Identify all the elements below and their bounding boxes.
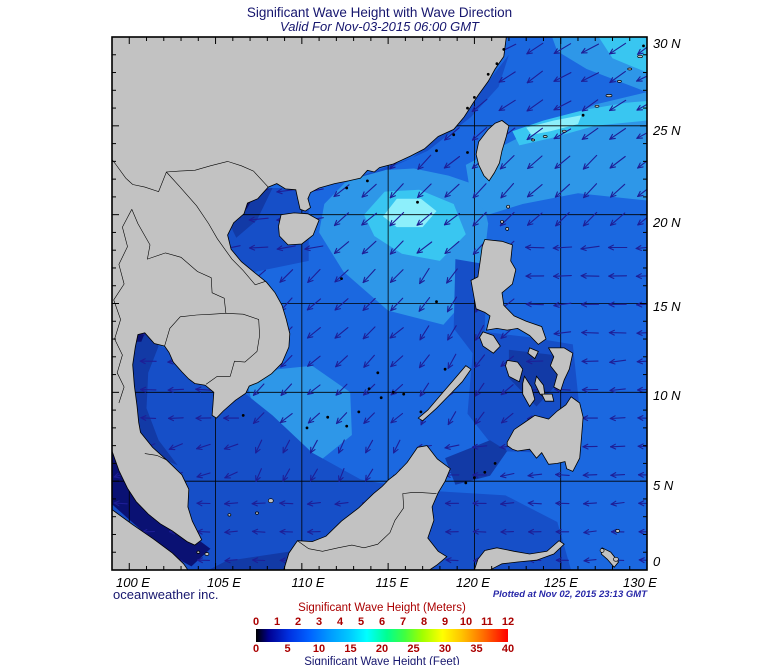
legend-tick: 40 <box>501 643 515 655</box>
plotted-timestamp: Plotted at Nov 02, 2015 23:13 GMT <box>492 589 647 600</box>
lat-label: 25 N <box>652 123 681 138</box>
legend-title-feet: Significant Wave Height (Feet) <box>304 656 460 665</box>
land-halmahera <box>600 547 620 568</box>
legend-tick: 3 <box>315 616 323 628</box>
legend-colorbar <box>256 629 508 642</box>
legend-tick: 2 <box>294 616 302 628</box>
legend-tick: 0 <box>252 643 260 655</box>
legend-tick: 1 <box>273 616 281 628</box>
legend-tick: 6 <box>378 616 386 628</box>
lat-label: 0 <box>653 554 661 569</box>
tick-layer <box>111 37 647 570</box>
legend-tick: 15 <box>344 643 357 655</box>
legend-tick: 0 <box>252 616 260 628</box>
lon-label: 120 E <box>456 575 490 590</box>
legend-meters-ticks: 0 1 2 3 4 5 6 7 8 9 10 11 12 <box>253 616 514 628</box>
lat-label: 5 N <box>653 478 674 493</box>
land-bohol <box>541 393 555 402</box>
lon-label: 105 E <box>207 575 241 590</box>
legend-tick: 8 <box>420 616 428 628</box>
land-taiwan <box>475 120 510 182</box>
legend-tick: 7 <box>399 616 407 628</box>
lat-label: 20 N <box>652 215 681 230</box>
page-title: Significant Wave Height with Wave Direct… <box>246 5 513 20</box>
land-asia-mainland <box>112 37 507 546</box>
country-border-layer <box>112 159 437 552</box>
legend-tick: 4 <box>336 616 344 628</box>
legend-tick: 11 <box>481 616 493 628</box>
legend-tick: 10 <box>459 616 473 628</box>
lon-label: 110 E <box>291 575 324 590</box>
lon-label: 125 E <box>544 575 578 590</box>
legend-title-meters: Significant Wave Height (Meters) <box>298 602 466 614</box>
legend-feet-ticks: 0 5 10 15 20 25 30 35 40 <box>253 643 514 655</box>
land-palawan <box>417 365 472 422</box>
land-sulawesi <box>473 540 565 570</box>
lat-label: 15 N <box>653 299 681 314</box>
legend-tick: 30 <box>438 643 452 655</box>
legend-tick: 5 <box>284 643 291 655</box>
land-borneo <box>283 445 451 570</box>
legend-tick: 9 <box>441 616 449 628</box>
legend-tick: 35 <box>470 643 483 655</box>
land-panay <box>505 359 524 383</box>
lon-label: 115 E <box>375 575 408 590</box>
land-layer <box>112 37 620 570</box>
land-masbate <box>527 347 539 360</box>
land-luzon <box>470 239 547 345</box>
page-subtitle: Valid For Nov-03-2015 06:00 GMT <box>280 19 479 34</box>
islet-layer <box>196 44 645 562</box>
longitude-labels: 100 E 105 E 110 E 115 E 120 E 125 E 130 E <box>116 575 657 590</box>
lon-label: 130 E <box>623 575 657 590</box>
lon-label: 100 E <box>116 575 150 590</box>
legend-tick: 25 <box>407 643 420 655</box>
latitude-labels: 30 N 25 N 20 N 15 N 10 N 5 N 0 <box>652 36 681 569</box>
land-mindanao <box>506 396 584 472</box>
legend-tick: 20 <box>375 643 389 655</box>
legend-tick: 5 <box>357 616 365 628</box>
lat-label: 10 N <box>653 388 681 403</box>
land-samar-leyte <box>547 347 574 392</box>
land-hainan <box>278 212 320 246</box>
lat-label: 30 N <box>653 36 681 51</box>
land-sumatra <box>112 509 189 570</box>
land-negros <box>522 375 536 408</box>
land-mindoro <box>479 331 501 354</box>
credit-text: oceanweather inc. <box>113 587 219 602</box>
legend-tick: 12 <box>501 616 515 628</box>
legend-tick: 10 <box>312 643 326 655</box>
